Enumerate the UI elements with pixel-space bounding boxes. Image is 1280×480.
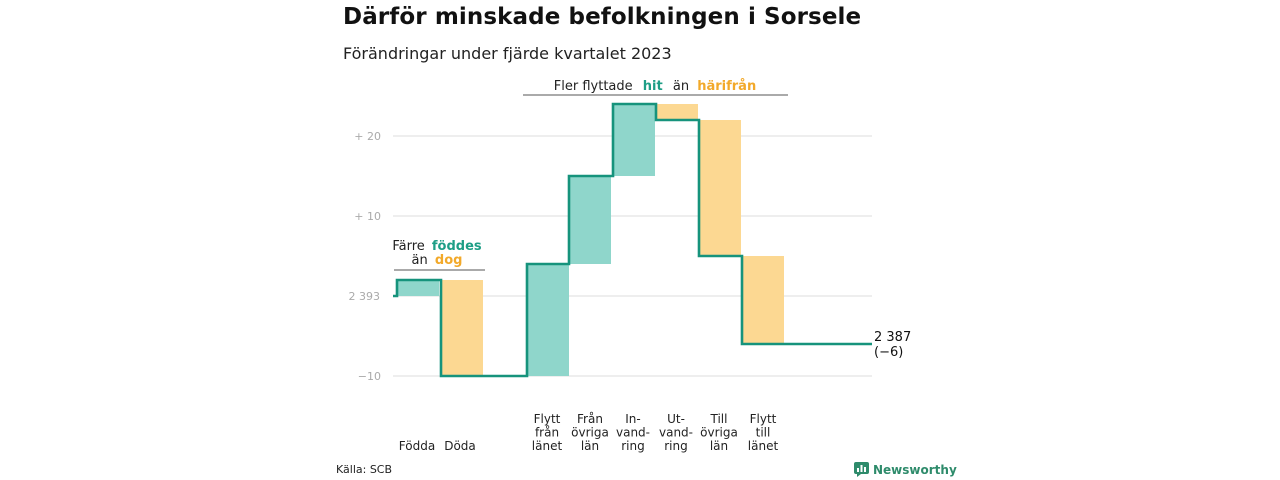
- bar-increase: [397, 280, 439, 296]
- newsworthy-logo-icon: [854, 462, 869, 477]
- moves-annotation-orange: härifrån: [697, 79, 756, 94]
- bar-decrease: [441, 280, 483, 376]
- births-annotation-teal: föddes: [432, 239, 482, 254]
- births-annotation-text2: än: [412, 253, 428, 268]
- category-label: till: [756, 426, 771, 440]
- y-tick-label: 2 393: [349, 290, 381, 303]
- category-label: övriga: [700, 426, 738, 440]
- moves-annotation-teal: hit: [643, 79, 663, 94]
- category-label: Döda: [444, 439, 476, 453]
- category-label: Födda: [399, 439, 435, 453]
- y-tick-label: −10: [358, 370, 381, 383]
- category-label: övriga: [571, 426, 609, 440]
- category-label: från: [535, 426, 559, 440]
- moves-annotation-middle: än: [673, 79, 689, 94]
- bar-increase: [527, 264, 569, 376]
- brand-name: Newsworthy: [873, 462, 957, 477]
- moves-annotation: Fler flyttade hit än härifrån: [523, 79, 788, 96]
- category-label: Flytt: [534, 412, 561, 426]
- category-labels: Födda DödaFlyttfrånlänetFrånövrigalänIn-v…: [399, 412, 779, 453]
- bar-decrease: [699, 120, 741, 256]
- svg-text:Fler flyttade hit: Fler flyttade hit än härifrån: [554, 79, 756, 94]
- moves-annotation-prefix: Fler flyttade: [554, 79, 633, 94]
- category-label: Ut-: [667, 412, 685, 426]
- chart-title: Därför minskade befolkningen i Sorsele: [343, 4, 862, 30]
- bar-decrease: [742, 256, 784, 344]
- bar-increase: [569, 176, 611, 264]
- bar-increase: [613, 104, 655, 176]
- bars: [397, 104, 784, 376]
- category-label: ring: [664, 439, 688, 453]
- category-label: Från: [577, 412, 603, 426]
- y-tick-label: + 20: [354, 130, 381, 143]
- chart-subtitle: Förändringar under fjärde kvartalet 2023: [343, 44, 672, 63]
- category-label: ring: [621, 439, 645, 453]
- category-label: In-: [625, 412, 640, 426]
- end-value-label: 2 387: [874, 330, 911, 345]
- births-annotation: Färre föddes än dog: [392, 239, 485, 271]
- category-label: vand-: [616, 426, 650, 440]
- svg-text:än dog: än dog: [412, 253, 463, 268]
- category-label: län: [581, 439, 599, 453]
- end-change-label: (−6): [874, 345, 903, 360]
- category-label: länet: [532, 439, 563, 453]
- svg-text:Färre föddes: Färre föddes: [392, 239, 482, 254]
- category-label: länet: [748, 439, 779, 453]
- category-label: Till: [710, 412, 728, 426]
- source-note: Källa: SCB: [336, 463, 393, 476]
- category-label: Flytt: [750, 412, 777, 426]
- category-label: län: [710, 439, 728, 453]
- births-annotation-text: Färre: [392, 239, 424, 254]
- births-annotation-orange: dog: [435, 253, 463, 268]
- y-axis-ticks: + 20 + 10 2 393 −10: [349, 130, 382, 383]
- brand-logo: Newsworthy: [854, 462, 957, 477]
- bar-decrease: [656, 104, 698, 120]
- category-label: vand-: [659, 426, 693, 440]
- level-line-path: [393, 102, 872, 378]
- level-line: [393, 102, 872, 378]
- y-tick-label: + 10: [354, 210, 381, 223]
